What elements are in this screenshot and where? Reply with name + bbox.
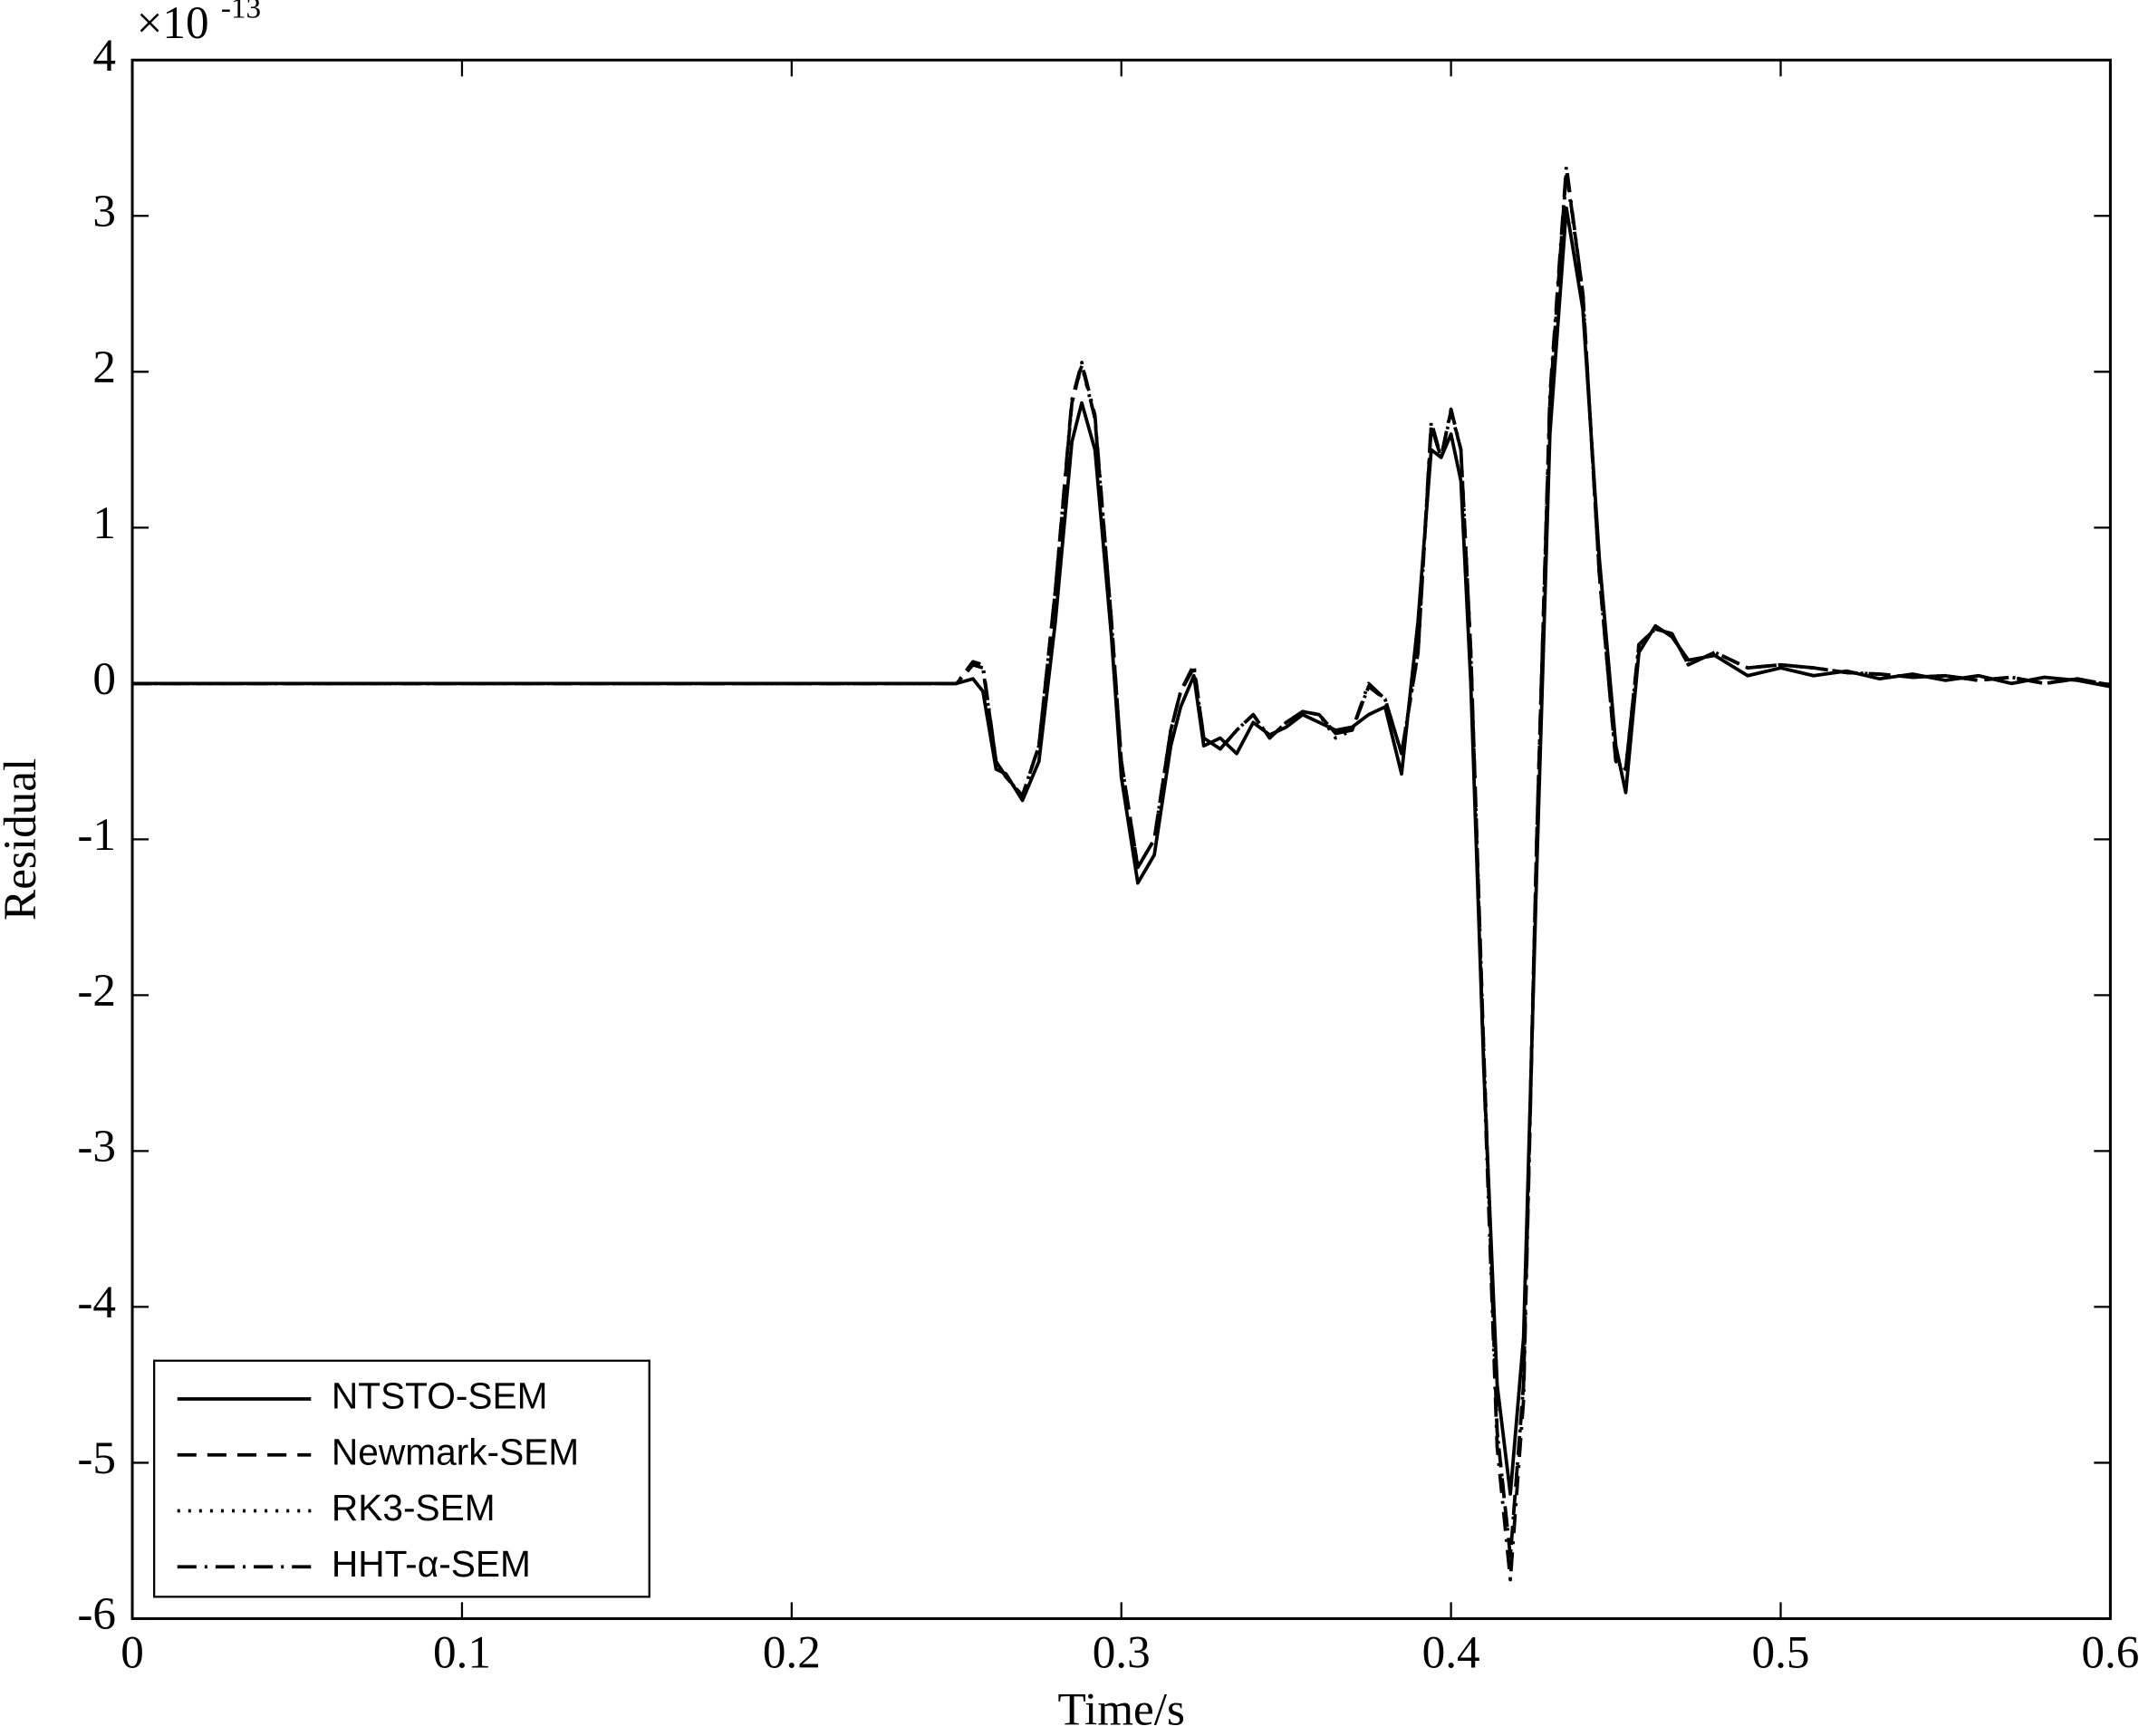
y-tick-label: 4: [92, 30, 116, 82]
x-tick-label: 0.1: [433, 1626, 491, 1678]
series-line: [132, 167, 2111, 1558]
legend-label: Newmark-SEM: [332, 1431, 579, 1472]
y-tick-label: -4: [77, 1277, 116, 1328]
y-tick-label: -5: [77, 1432, 116, 1484]
legend-label: HHT-α-SEM: [332, 1543, 531, 1585]
y-tick-label: 2: [92, 342, 116, 393]
y-scale-label: ×10: [137, 0, 209, 49]
y-tick-label: 0: [92, 653, 116, 705]
series-line: [132, 164, 2111, 1582]
legend-label: NTSTO-SEM: [332, 1375, 548, 1417]
y-tick-label: -3: [77, 1121, 116, 1172]
y-axis-label: Residual: [0, 758, 46, 921]
x-tick-label: 0.5: [1752, 1626, 1810, 1678]
y-tick-label: -6: [77, 1588, 116, 1640]
x-tick-label: 0.6: [2081, 1626, 2139, 1678]
x-tick-label: 0.3: [1093, 1626, 1151, 1678]
series-line: [132, 206, 2111, 1496]
legend: NTSTO-SEM Newmark-SEM RK3-SEM HHT-α-SEM: [153, 1359, 650, 1598]
y-tick-label: 3: [92, 186, 116, 237]
x-tick-label: 0.4: [1422, 1626, 1480, 1678]
series-line: [132, 170, 2111, 1558]
y-scale-exponent: -13: [221, 0, 261, 25]
y-tick-label: 1: [92, 497, 116, 549]
x-axis-label: Time/s: [1058, 1684, 1185, 1736]
x-tick-label: 0: [120, 1626, 144, 1678]
y-tick-label: -2: [77, 965, 116, 1017]
y-tick-label: -1: [77, 809, 116, 861]
x-tick-label: 0.2: [763, 1626, 821, 1678]
legend-label: RK3-SEM: [332, 1487, 496, 1529]
